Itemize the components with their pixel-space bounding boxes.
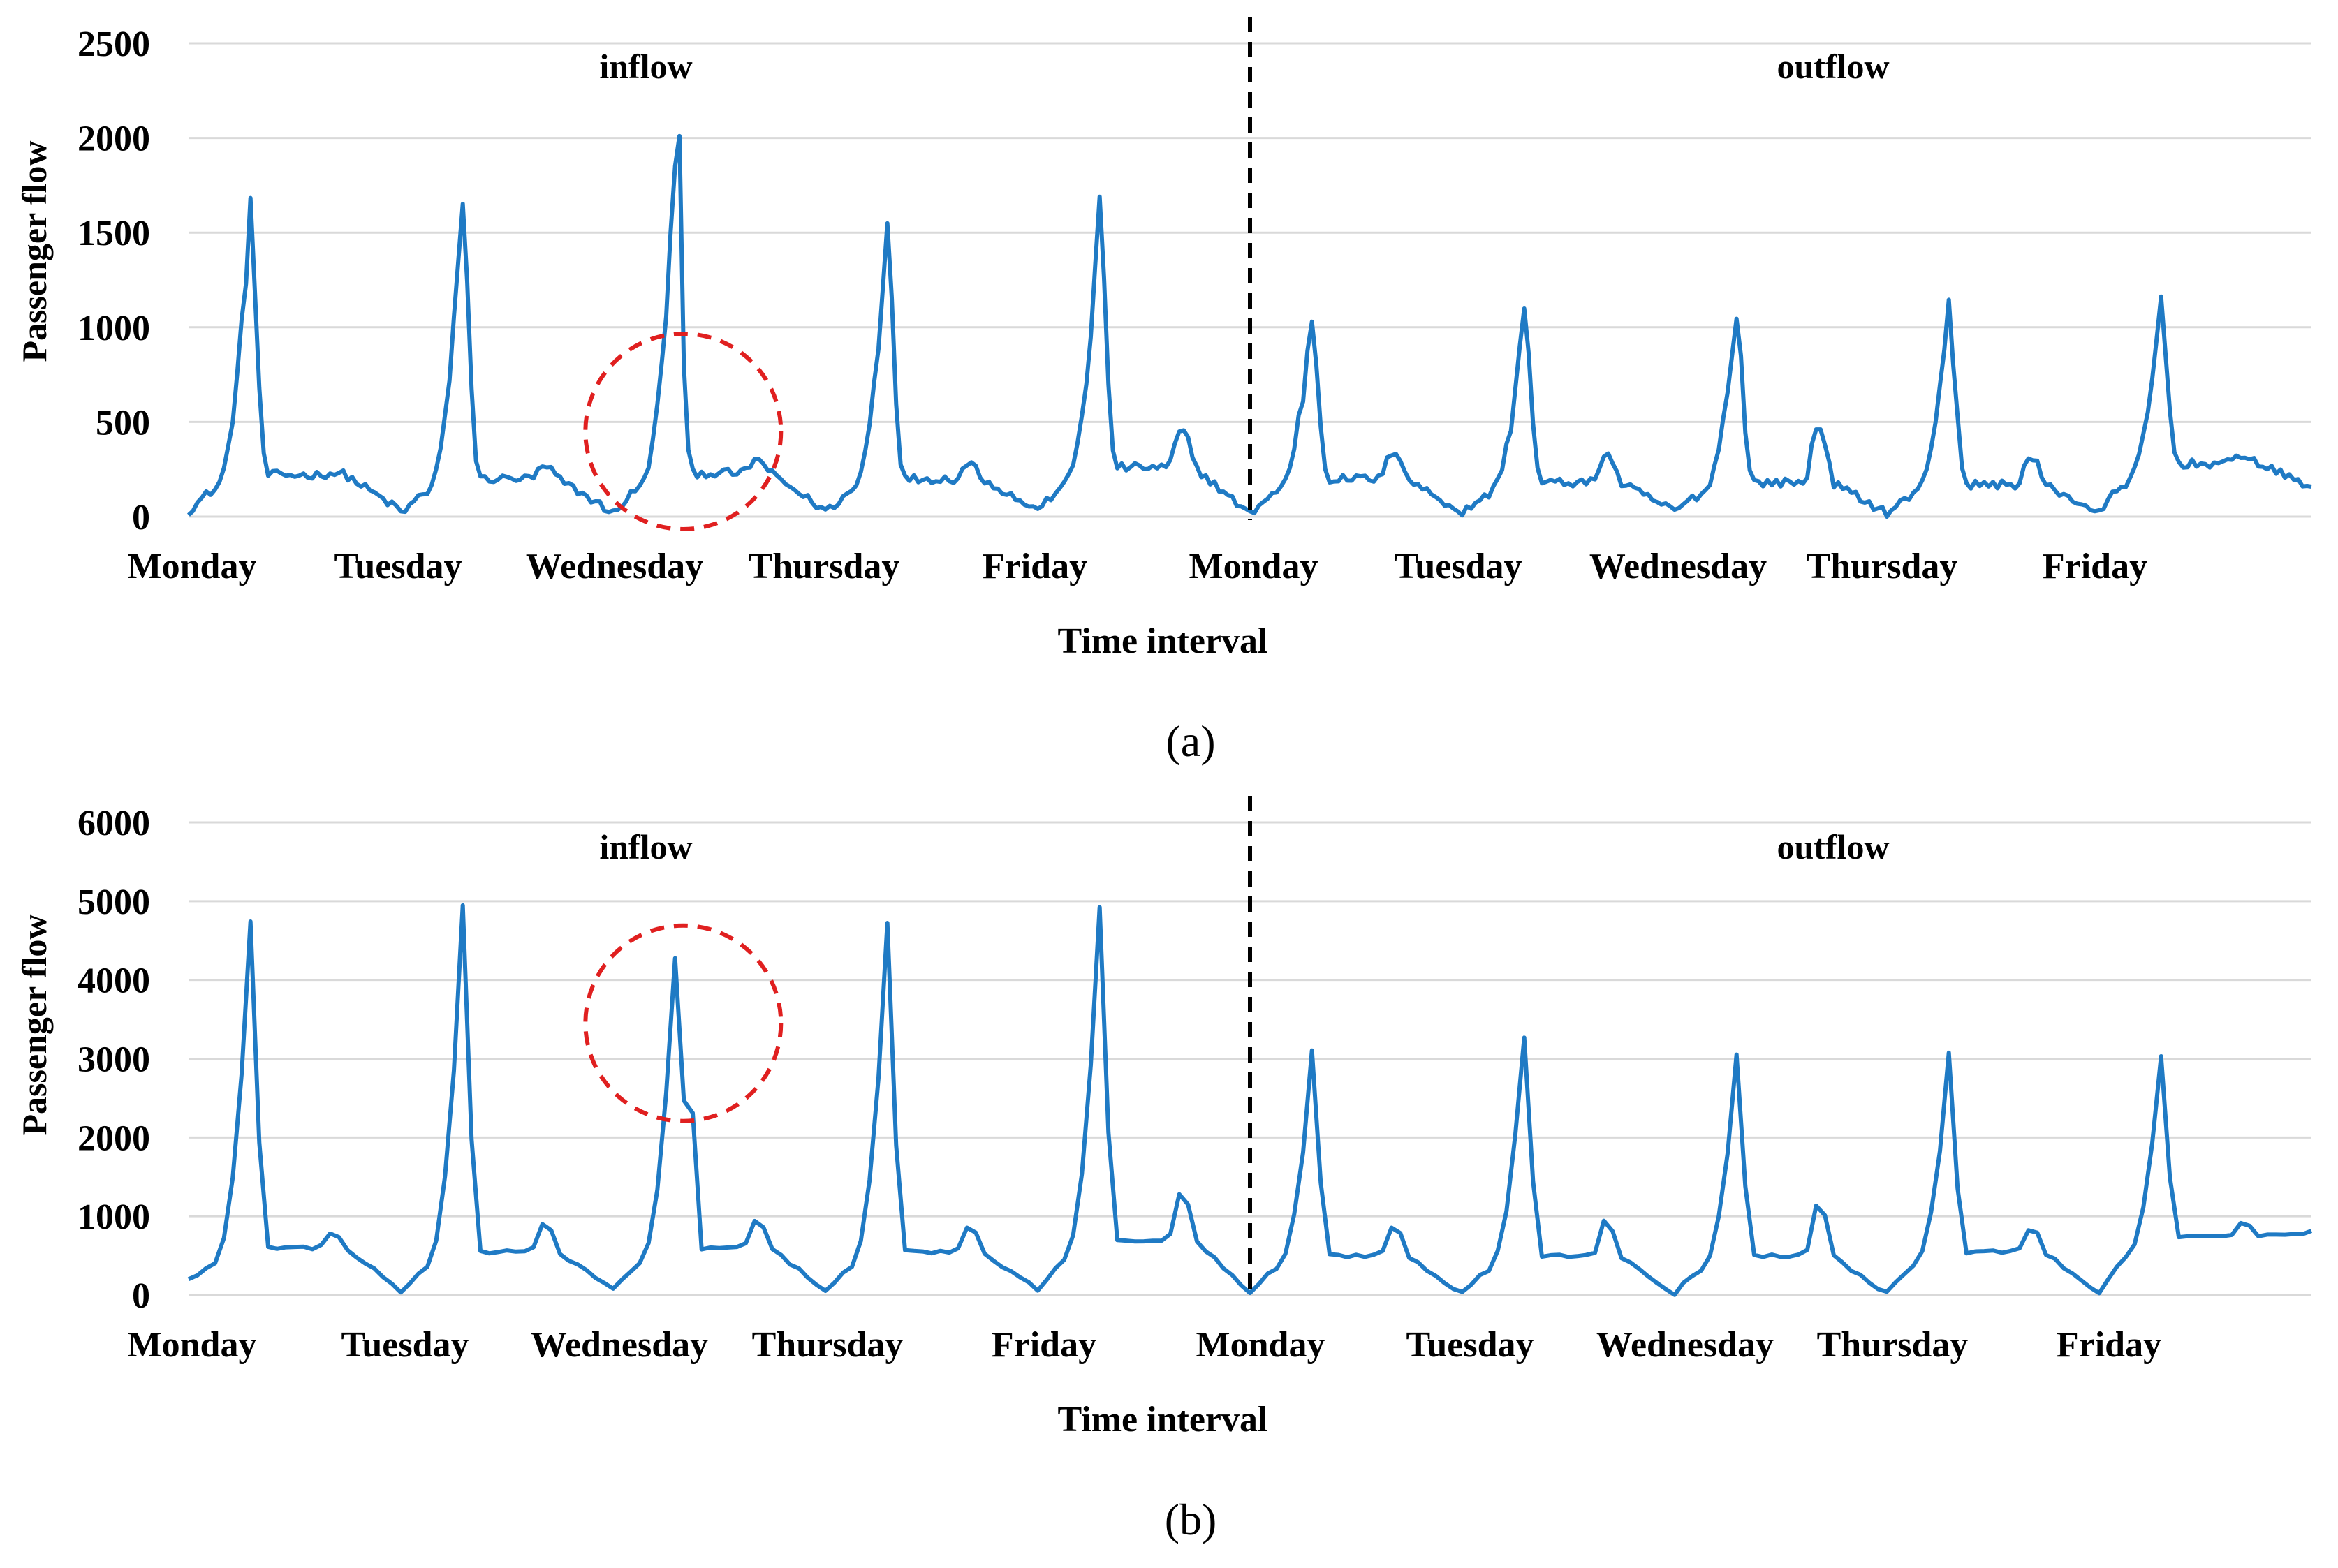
x-day-label: Tuesday [334,547,462,586]
x-day-label: Wednesday [526,547,703,586]
y-tick-label: 0 [132,498,150,538]
segment-label-outflow-b: outflow [1777,827,1889,866]
y-tick-label: 4000 [78,961,150,1001]
x-day-label: Friday [2057,1325,2161,1365]
series-line [187,903,2313,1297]
y-tick-label: 1000 [78,1197,150,1237]
x-day-label: Friday [983,547,1087,586]
y-ticks-a: 0 500 1000 1500 2000 2500 [78,24,150,538]
x-day-label: Monday [128,1325,257,1365]
y-tick-label: 3000 [78,1040,150,1080]
x-day-label: Wednesday [531,1325,708,1365]
y-tick-label: 500 [96,403,150,443]
x-day-label: Friday [992,1325,1096,1365]
y-tick-label: 5000 [78,882,150,922]
y-tick-label: 0 [132,1276,150,1316]
x-day-labels-a: Monday Tuesday Wednesday Thursday Friday… [128,547,2148,586]
series-a [186,17,2312,531]
y-ticks-b: 0 1000 2000 3000 4000 5000 6000 [78,804,150,1316]
x-day-label: Thursday [749,547,900,586]
x-axis-title-b: Time interval [1058,1400,1268,1440]
x-day-label: Monday [1189,547,1318,586]
x-day-label: Thursday [752,1325,904,1365]
y-tick-label: 1000 [78,309,150,348]
y-tick-label: 2500 [78,24,150,64]
x-day-labels-b: Monday Tuesday Wednesday Thursday Friday… [128,1325,2162,1365]
x-day-label: Friday [2043,547,2147,586]
x-day-label: Monday [1196,1325,1325,1365]
chart-panel-a: 0 500 1000 1500 2000 2500 inflow outflow Mond… [15,17,2312,766]
segment-label-inflow-a: inflow [599,47,692,86]
anomaly-circle [583,923,784,1123]
y-axis-title-a: Passenger flow [15,140,54,362]
x-axis-title-a: Time interval [1058,621,1268,661]
series-b [187,796,2313,1299]
panel-caption-a: (a) [1166,716,1215,766]
x-day-label: Tuesday [1406,1325,1534,1365]
series-line [186,133,2312,519]
x-day-label: Thursday [1817,1325,1969,1365]
anomaly-circle [583,331,784,531]
x-day-label: Tuesday [1394,547,1522,586]
x-day-label: Monday [128,547,257,586]
panel-caption-b: (b) [1165,1495,1217,1544]
x-day-label: Tuesday [341,1325,469,1365]
y-axis-title-b: Passenger flow [15,914,54,1135]
y-tick-label: 2000 [78,119,150,159]
x-day-label: Wednesday [1596,1325,1774,1365]
y-tick-label: 1500 [78,214,150,253]
x-day-label: Wednesday [1589,547,1767,586]
segment-label-outflow-a: outflow [1777,47,1889,86]
chart-panel-b: 0 1000 2000 3000 4000 5000 6000 inflow outflow… [15,796,2313,1544]
y-tick-label: 6000 [78,804,150,843]
segment-label-inflow-b: inflow [599,827,692,866]
x-day-label: Thursday [1807,547,1958,586]
y-tick-label: 2000 [78,1118,150,1158]
